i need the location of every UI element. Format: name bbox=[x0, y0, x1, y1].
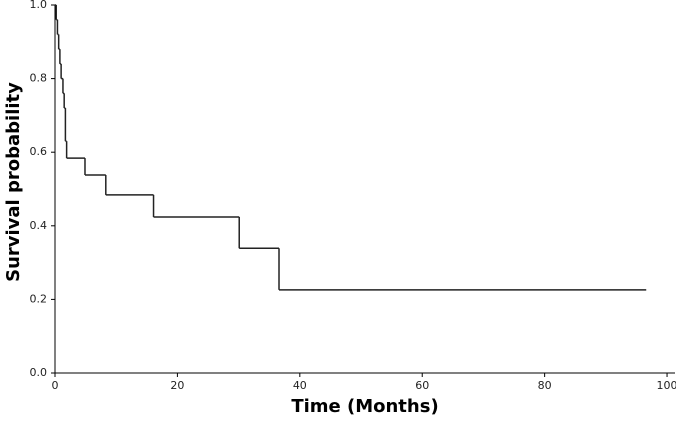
x-tick-label: 60 bbox=[415, 379, 429, 392]
y-tick-label: 0.4 bbox=[30, 219, 48, 232]
x-tick-label: 80 bbox=[538, 379, 552, 392]
x-tick-label: 40 bbox=[293, 379, 307, 392]
x-tick-label: 20 bbox=[170, 379, 184, 392]
x-tick-label: 100 bbox=[657, 379, 676, 392]
y-tick-label: 0.0 bbox=[30, 366, 48, 379]
y-axis-label: Survival probability bbox=[3, 82, 24, 282]
y-tick-label: 0.2 bbox=[30, 292, 48, 305]
y-tick-label: 1.0 bbox=[30, 0, 48, 11]
x-axis-label: Time (Months) bbox=[291, 396, 438, 417]
y-tick-label: 0.6 bbox=[30, 145, 48, 158]
x-tick-label: 0 bbox=[52, 379, 59, 392]
y-tick-label: 0.8 bbox=[30, 72, 48, 85]
